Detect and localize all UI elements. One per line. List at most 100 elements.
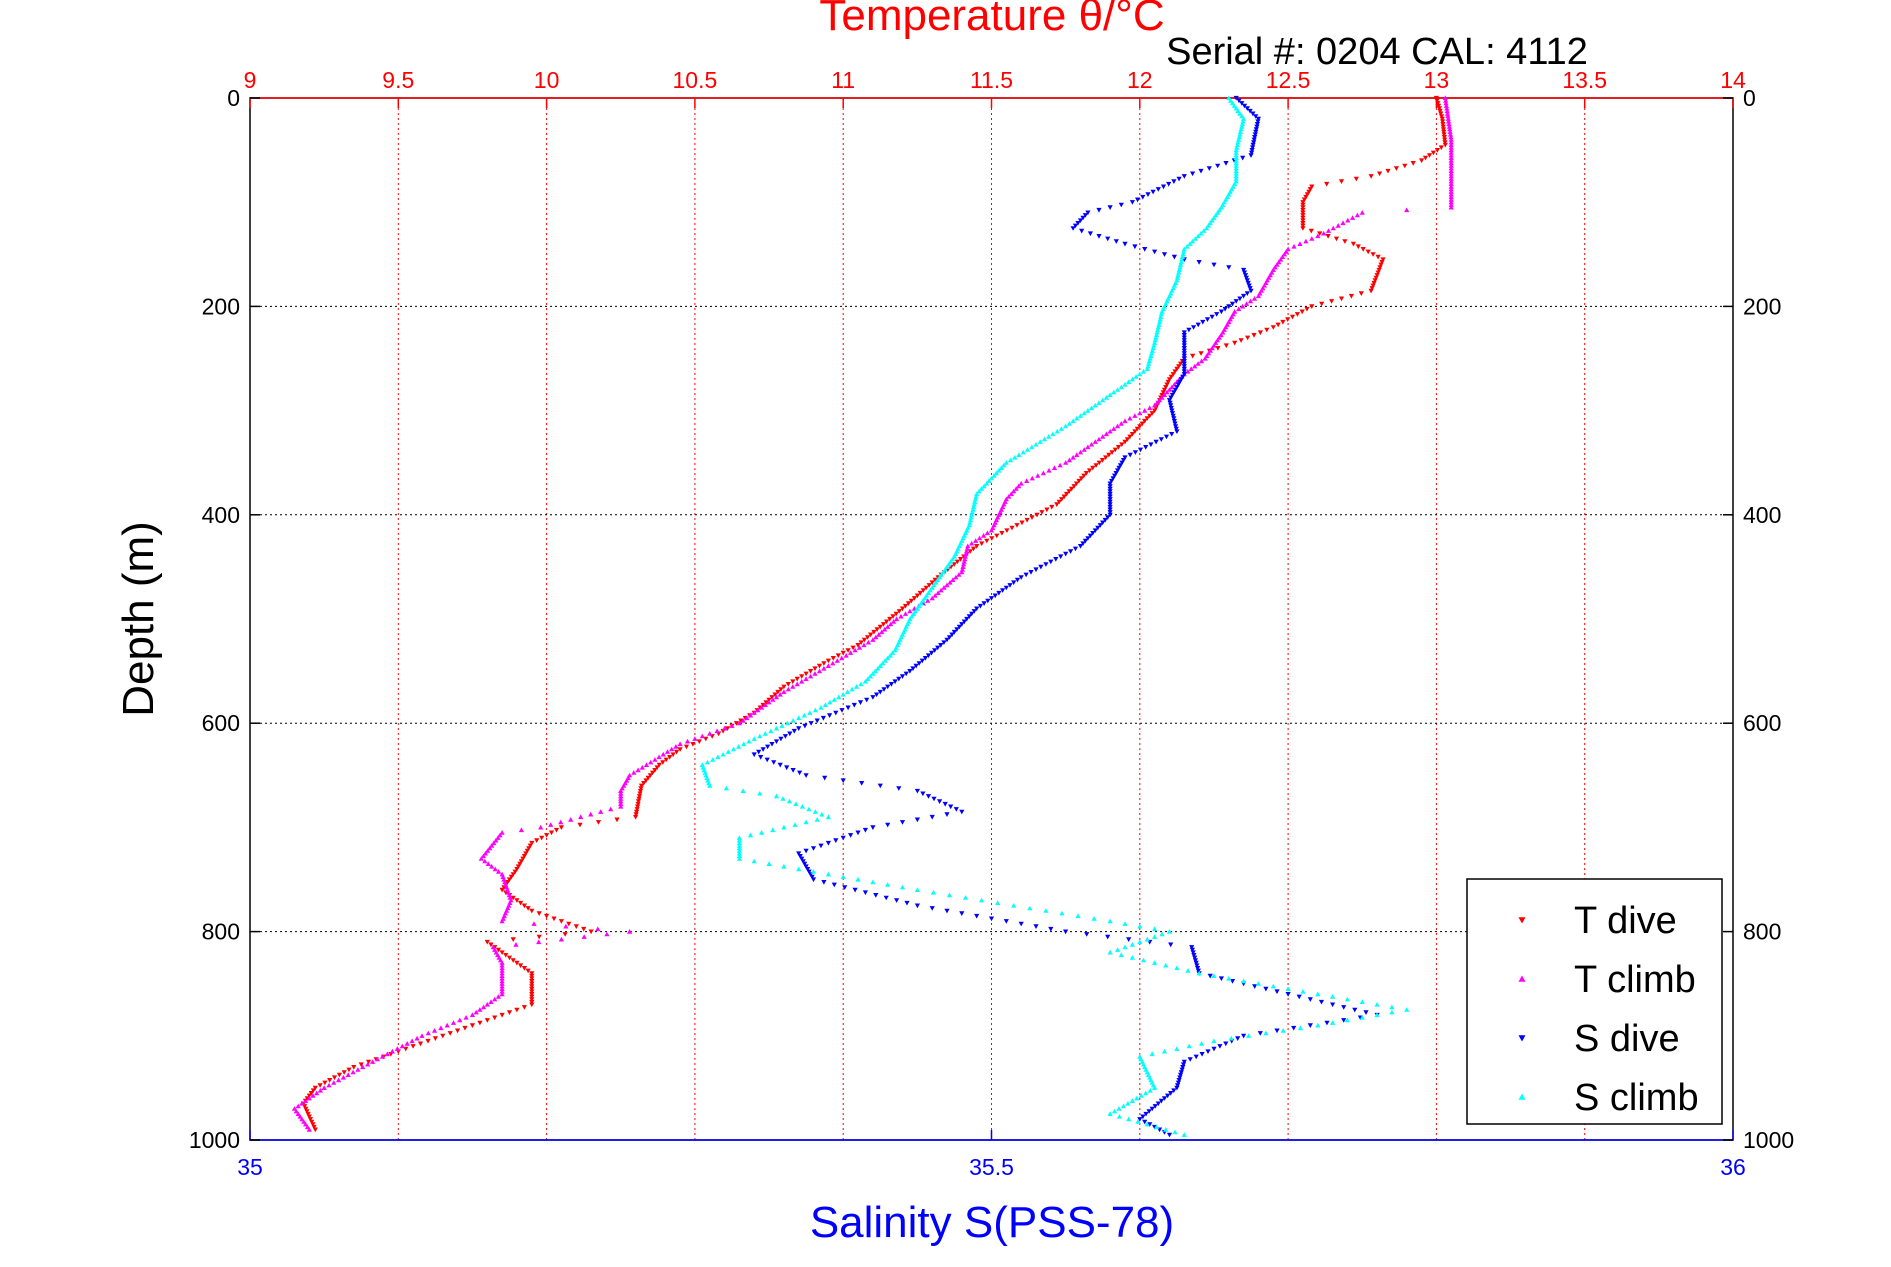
data-point-s-dive: [1178, 377, 1184, 382]
data-point-s-dive: [1226, 265, 1232, 270]
data-point-s-dive: [1241, 267, 1247, 273]
data-point-t-dive: [1368, 174, 1374, 179]
data-point-s-dive: [1127, 452, 1133, 458]
data-point-s-climb: [766, 861, 772, 866]
data-point-s-dive: [1077, 544, 1084, 549]
data-point-s-dive: [1058, 554, 1064, 560]
data-point-t-climb: [856, 645, 863, 650]
data-point-t-dive: [1161, 387, 1168, 393]
data-point-s-dive: [1189, 945, 1195, 950]
data-point-t-dive: [1426, 153, 1433, 158]
data-point-s-dive: [1048, 559, 1054, 565]
data-point-t-dive: [518, 900, 524, 906]
data-point-t-climb: [773, 694, 780, 700]
data-point-t-climb: [1448, 147, 1454, 153]
data-point-s-dive: [1113, 239, 1119, 244]
data-point-t-dive: [548, 830, 555, 836]
data-point-s-climb: [1177, 264, 1183, 270]
data-point-s-dive: [1161, 252, 1168, 257]
data-point-t-climb: [1291, 243, 1297, 249]
data-point-t-climb: [794, 681, 800, 687]
data-point-t-climb: [635, 767, 641, 773]
data-point-s-dive: [1244, 291, 1250, 296]
data-point-t-climb: [588, 811, 594, 817]
data-point-t-climb: [699, 733, 705, 739]
data-point-s-dive: [985, 598, 991, 604]
data-point-s-climb: [1143, 1090, 1149, 1096]
data-point-t-dive: [1393, 166, 1399, 171]
data-point-t-dive: [865, 635, 871, 640]
data-point-s-dive: [1146, 1109, 1152, 1114]
data-point-s-dive: [1107, 512, 1113, 518]
data-point-s-climb: [1255, 981, 1261, 986]
data-point-s-dive: [1296, 994, 1302, 1000]
data-point-s-dive: [1218, 976, 1224, 982]
data-point-s-dive: [931, 796, 937, 802]
data-point-t-dive: [492, 1015, 498, 1021]
data-point-t-dive: [1264, 327, 1270, 333]
data-point-s-dive: [1195, 968, 1201, 974]
data-point-s-dive: [1192, 958, 1198, 963]
data-point-s-dive: [1341, 1018, 1347, 1023]
data-point-t-climb: [956, 572, 962, 577]
data-point-t-dive: [769, 695, 775, 700]
data-point-t-climb: [988, 527, 995, 533]
data-point-s-climb: [1233, 176, 1239, 181]
data-point-t-dive: [917, 590, 923, 596]
data-point-t-dive: [510, 895, 516, 901]
data-point-s-climb: [1137, 939, 1143, 945]
data-point-t-dive: [1275, 322, 1281, 328]
data-point-s-dive: [1053, 557, 1059, 562]
data-point-s-climb: [1176, 267, 1182, 272]
data-point-t-climb: [482, 850, 489, 856]
data-point-s-climb: [1237, 131, 1243, 137]
data-point-t-dive: [1019, 520, 1025, 526]
data-point-t-climb: [1281, 251, 1287, 257]
data-point-t-dive: [1369, 286, 1375, 291]
data-point-s-dive: [1175, 1080, 1181, 1086]
data-point-s-dive: [1163, 434, 1170, 440]
data-point-s-climb: [730, 746, 737, 752]
data-point-s-dive: [874, 692, 880, 698]
data-point-t-climb: [953, 574, 959, 580]
data-point-s-climb: [1315, 991, 1321, 997]
data-point-t-climb: [1024, 478, 1030, 483]
y-tick-label-left: 0: [227, 85, 240, 111]
data-point-s-climb: [929, 585, 935, 590]
data-point-t-climb: [1448, 173, 1454, 179]
data-point-t-climb: [1448, 176, 1454, 181]
data-point-t-dive: [926, 583, 932, 588]
data-point-s-dive: [1063, 551, 1069, 557]
data-point-t-climb: [360, 1064, 366, 1070]
chart-title: Temperature θ/°C: [819, 0, 1164, 40]
data-point-t-climb: [660, 751, 666, 757]
data-point-s-climb: [1118, 952, 1124, 958]
data-point-s-climb: [1239, 121, 1245, 127]
data-point-t-climb: [513, 942, 519, 947]
data-point-s-dive: [1236, 98, 1242, 104]
data-point-s-dive: [1274, 989, 1280, 995]
data-point-s-climb: [967, 520, 973, 525]
data-point-s-dive: [1107, 481, 1113, 487]
data-point-s-dive: [1068, 549, 1074, 554]
data-point-t-dive: [1054, 502, 1060, 507]
top-tick-label: 9.5: [382, 67, 414, 93]
data-point-t-climb: [870, 637, 876, 642]
data-point-t-climb: [1107, 428, 1113, 434]
data-point-t-dive: [1059, 497, 1065, 502]
data-point-t-climb: [331, 1080, 337, 1085]
data-point-s-climb: [840, 691, 846, 697]
data-point-t-dive: [1441, 129, 1447, 135]
data-point-s-dive: [1177, 379, 1183, 385]
data-point-t-dive: [887, 616, 893, 622]
data-point-t-dive: [999, 531, 1005, 536]
data-point-s-climb: [1246, 1033, 1252, 1038]
data-point-t-climb: [627, 929, 633, 934]
data-point-t-climb: [1350, 215, 1356, 220]
data-point-s-dive: [937, 799, 943, 804]
data-point-t-climb: [345, 1072, 351, 1077]
data-point-t-dive: [529, 984, 535, 989]
data-point-s-climb: [972, 499, 978, 504]
data-point-s-climb: [1238, 126, 1244, 132]
data-point-s-dive: [1142, 1119, 1148, 1125]
